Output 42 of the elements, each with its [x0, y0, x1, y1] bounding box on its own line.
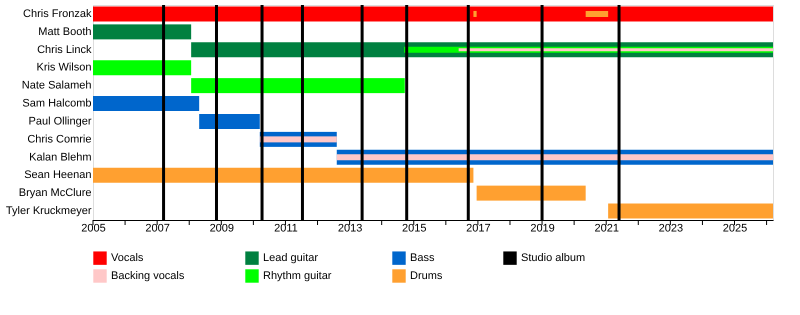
- bar: [473, 10, 477, 17]
- y-tick-label: Matt Booth: [38, 26, 92, 38]
- bar: [93, 168, 474, 183]
- y-tick-label: Paul Ollinger: [28, 115, 92, 128]
- legend-label: Lead guitar: [263, 252, 318, 264]
- legend-label: Vocals: [111, 252, 144, 264]
- bar: [476, 186, 586, 201]
- y-tick-label: Chris Fronzak: [23, 8, 92, 20]
- x-tick-label: 2021: [594, 222, 619, 234]
- bar: [199, 114, 260, 129]
- legend-label: Studio album: [521, 252, 586, 264]
- bar: [608, 204, 773, 219]
- x-tick-label: 2005: [81, 222, 106, 234]
- y-tick-label: Kalan Blehm: [29, 151, 92, 164]
- legend-label: Drums: [410, 270, 443, 282]
- y-tick-label: Sam Halcomb: [22, 98, 92, 110]
- bar: [191, 78, 405, 94]
- x-tick-label: 2015: [402, 222, 426, 234]
- bar: [93, 96, 200, 112]
- bar: [93, 24, 192, 40]
- y-tick-label: Tyler Kruckmeyer: [6, 205, 92, 218]
- x-tick-label: 2009: [210, 222, 234, 234]
- x-tick-label: 2013: [338, 222, 362, 234]
- y-tick-label: Nate Salameh: [22, 80, 92, 92]
- x-tick-label: 2017: [466, 222, 491, 234]
- y-tick-label: Bryan McClure: [18, 187, 92, 200]
- bar: [93, 6, 773, 22]
- x-tick-label: 2023: [658, 222, 684, 234]
- bar: [260, 136, 337, 142]
- y-tick-label: Kris Wilson: [36, 62, 92, 74]
- x-tick-label: 2025: [722, 222, 748, 234]
- legend-label: Backing vocals: [111, 270, 185, 282]
- x-tick-label: 2011: [274, 222, 298, 234]
- bar: [93, 60, 192, 76]
- x-tick-label: 2007: [145, 222, 170, 234]
- bar: [336, 154, 773, 160]
- legend-label: Rhythm guitar: [263, 270, 332, 282]
- legend-label: Bass: [410, 252, 435, 264]
- y-tick-label: Chris Comrie: [27, 133, 92, 146]
- y-tick-label: Chris Linck: [37, 44, 92, 56]
- y-tick-label: Sean Heenan: [24, 169, 92, 182]
- x-tick-label: 2019: [530, 222, 555, 234]
